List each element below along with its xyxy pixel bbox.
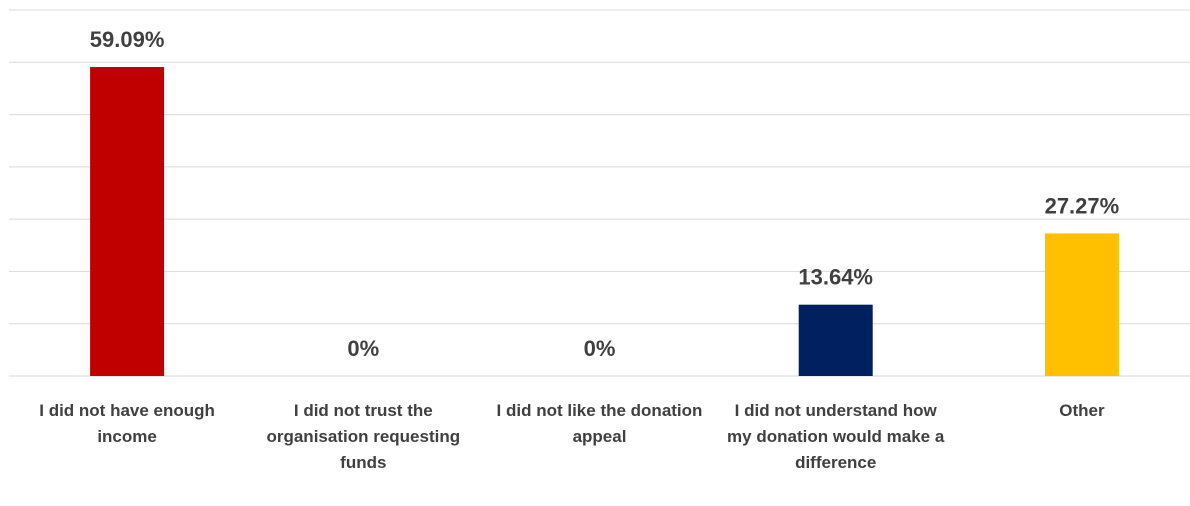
x-tick-label: Other [1059, 401, 1105, 420]
data-label: 0% [347, 336, 379, 361]
bar [798, 304, 873, 376]
data-label: 13.64% [798, 265, 873, 290]
data-label: 27.27% [1045, 193, 1120, 218]
data-label: 59.09% [90, 27, 165, 52]
x-tick-label: I did not understand how my donation wou… [727, 401, 945, 472]
x-tick-label: I did not trust the organisation request… [266, 401, 461, 472]
bar [1044, 233, 1119, 376]
bar [90, 67, 165, 377]
x-tick-label: I did not have enough income [39, 401, 215, 446]
data-label: 0% [584, 336, 616, 361]
x-tick-label: I did not like the donation appeal [496, 401, 703, 446]
